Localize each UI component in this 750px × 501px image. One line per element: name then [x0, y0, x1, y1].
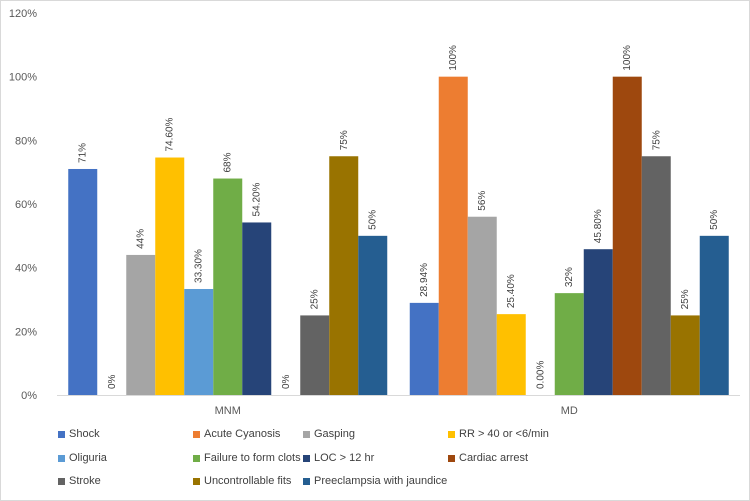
y-tick-label: 100% [9, 72, 37, 84]
data-label: 75% [651, 130, 662, 150]
y-tick-label: 0% [21, 390, 37, 402]
bar[interactable] [699, 235, 729, 395]
bar[interactable] [583, 249, 613, 395]
data-label: 44% [136, 229, 147, 249]
bar[interactable] [184, 288, 214, 395]
data-label: 75% [339, 130, 350, 150]
bar[interactable] [612, 76, 642, 396]
data-label: 68% [223, 152, 234, 172]
bar[interactable] [438, 76, 468, 396]
data-label: 100% [448, 45, 459, 71]
data-label: 0.00% [535, 361, 546, 389]
data-label: 45.80% [593, 209, 604, 243]
data-label: 25% [680, 289, 691, 309]
bar[interactable] [467, 216, 497, 395]
bar[interactable] [155, 157, 185, 395]
data-label: 74.60% [165, 117, 176, 151]
data-label: 25% [310, 289, 321, 309]
y-tick-label: 40% [15, 263, 37, 275]
bar[interactable] [300, 315, 330, 395]
data-label: 56% [477, 191, 488, 211]
bar[interactable] [496, 314, 526, 395]
y-tick-label: 80% [15, 135, 37, 147]
bar[interactable] [358, 235, 388, 395]
bar[interactable] [213, 178, 243, 395]
category-label: MNM [215, 405, 241, 417]
data-label: 25.40% [506, 274, 517, 308]
data-label: 100% [622, 45, 633, 71]
category-label: MD [561, 405, 578, 417]
data-label: 33.30% [194, 249, 205, 283]
bar[interactable] [68, 168, 98, 395]
bar[interactable] [329, 156, 359, 395]
y-tick-label: 120% [9, 8, 37, 20]
data-label: 0% [107, 374, 118, 389]
data-label: 32% [564, 267, 575, 287]
data-label: 50% [368, 210, 379, 230]
data-label: 50% [709, 210, 720, 230]
bar[interactable] [409, 302, 439, 395]
y-tick-label: 60% [15, 199, 37, 211]
data-label: 54.20% [252, 182, 263, 216]
bar[interactable] [554, 293, 584, 395]
bar[interactable] [126, 254, 156, 395]
data-label: 71% [78, 143, 89, 163]
bar[interactable] [670, 315, 700, 395]
y-tick-label: 20% [15, 326, 37, 338]
bar[interactable] [641, 156, 671, 395]
data-label: 28.94% [419, 263, 430, 297]
bar[interactable] [242, 222, 272, 395]
data-label: 0% [281, 374, 292, 389]
